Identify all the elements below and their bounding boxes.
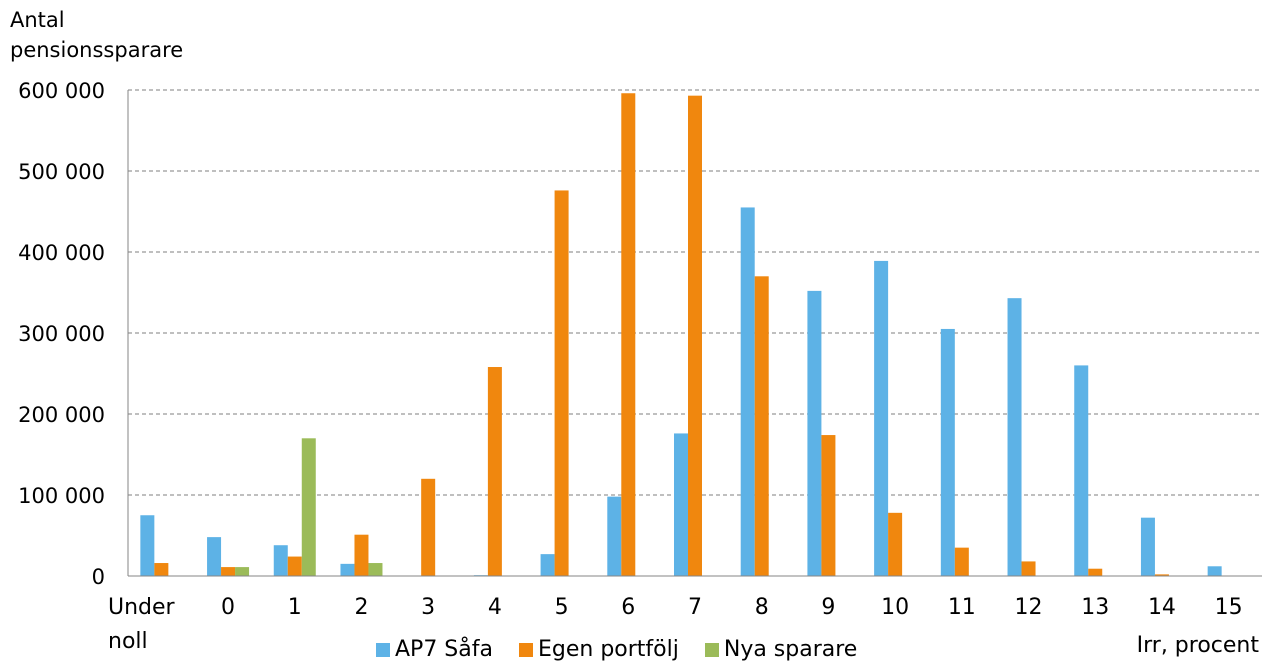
legend-label-ap7: AP7 Såfa (395, 637, 493, 662)
x-tick-label: 2 (354, 595, 368, 620)
legend-item-ap7: AP7 Såfa (376, 637, 493, 662)
bar (421, 478, 436, 576)
x-tick-label: 8 (755, 595, 769, 620)
bar (340, 563, 355, 576)
bar (287, 556, 302, 576)
legend-label-nya: Nya sparare (723, 637, 858, 662)
legend-swatch-ap7 (376, 642, 390, 657)
bar (1140, 517, 1155, 576)
x-tick-label: 13 (1081, 595, 1109, 620)
bar (621, 93, 636, 577)
bar (273, 545, 288, 576)
x-tick-label: 11 (948, 595, 976, 620)
x-tick-label: 10 (881, 595, 909, 620)
y-tick-label: 0 (92, 565, 105, 589)
bar (235, 567, 250, 576)
x-tick-label: 4 (488, 595, 502, 620)
bar (940, 328, 955, 576)
bar (688, 95, 702, 577)
bar (540, 554, 555, 576)
y-tick-label: 300 000 (18, 322, 105, 346)
y-tick-label: 600 000 (18, 79, 105, 103)
bar (1007, 298, 1022, 576)
bar (1088, 568, 1103, 576)
legend-label-egen: Egen portfölj (537, 637, 679, 662)
bar (221, 567, 236, 576)
y-tick-label: 100 000 (18, 484, 105, 508)
bar (554, 190, 569, 576)
bar (888, 512, 903, 576)
x-tick-label: noll (108, 629, 148, 654)
bar (368, 563, 383, 576)
bar (1154, 574, 1169, 576)
y-axis-label-line-2: pensionssparare (10, 38, 184, 62)
y-tick-label: 200 000 (18, 403, 105, 427)
y-tick-label: 500 000 (18, 160, 105, 184)
x-axis-label: Irr, procent (1136, 633, 1259, 658)
bar (821, 435, 836, 576)
x-tick-label: 6 (621, 595, 635, 620)
bar (674, 433, 688, 576)
legend-swatch-egen (518, 642, 533, 657)
bar (954, 547, 969, 576)
legend-swatch-nya (704, 642, 719, 657)
x-tick-label: 15 (1215, 595, 1243, 620)
bar (207, 537, 222, 576)
bar (1021, 561, 1036, 576)
bar (140, 515, 155, 576)
bar (354, 534, 369, 576)
x-tick-label: 3 (421, 595, 435, 620)
x-tick-label: 14 (1148, 595, 1176, 620)
bar (607, 496, 622, 576)
bar (740, 207, 755, 576)
bar (1207, 566, 1222, 576)
x-tick-label: Under (108, 595, 176, 620)
bar (154, 563, 169, 576)
y-tick-label: 400 000 (18, 241, 105, 265)
legend: AP7 Såfa Egen portfölj Nya sparare (376, 637, 857, 662)
legend-item-nya: Nya sparare (704, 637, 858, 662)
bar (487, 367, 502, 576)
bar (807, 290, 822, 576)
x-tick-label: 9 (821, 595, 835, 620)
x-tick-label: 0 (221, 595, 235, 620)
bar (874, 260, 889, 576)
y-axis-label-line-1: Antal (10, 8, 65, 32)
x-tick-label: 12 (1015, 595, 1043, 620)
x-tick-label: 1 (288, 595, 302, 620)
bar (1074, 365, 1089, 576)
bar (754, 276, 769, 576)
bar (301, 438, 316, 576)
x-tick-label: 7 (688, 595, 702, 620)
y-axis-label: Antal pensionssparare (10, 5, 183, 65)
x-tick-label: 5 (555, 595, 569, 620)
legend-item-egen: Egen portfölj (518, 637, 679, 662)
